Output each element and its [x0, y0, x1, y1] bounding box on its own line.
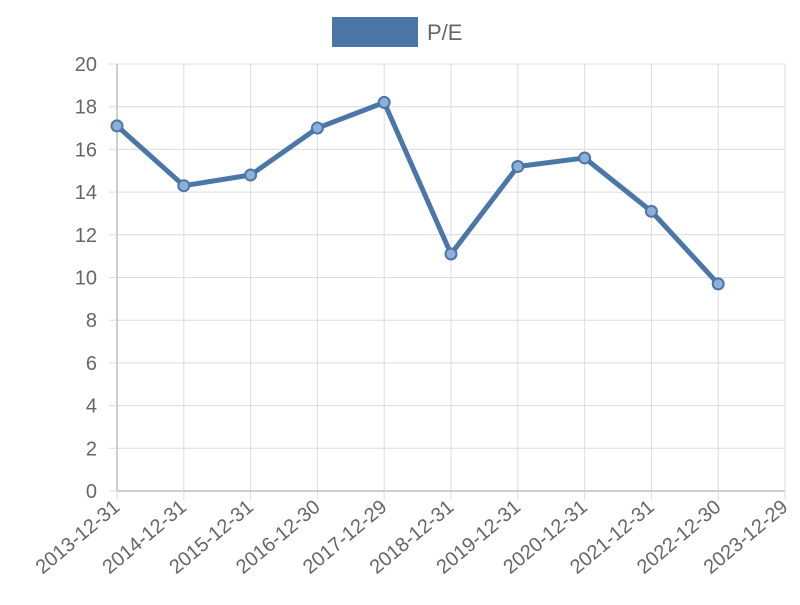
y-tick-label: 10 [75, 268, 97, 290]
series-line-pe [114, 99, 721, 287]
y-tick-label: 6 [86, 353, 97, 375]
y-tick-label: 2 [86, 438, 97, 460]
y-axis-ticks: 0 2 4 6 8 10 12 14 16 18 20 [75, 54, 117, 503]
grid [117, 63, 786, 491]
y-tick-label: 8 [86, 310, 97, 332]
data-point[interactable] [578, 151, 592, 165]
x-axis-ticks: 2013-12-312014-12-312015-12-312016-12-30… [32, 491, 792, 579]
data-point[interactable] [310, 121, 324, 135]
data-point[interactable] [244, 168, 258, 182]
legend-swatch-pe [332, 17, 418, 47]
series-pe [110, 95, 725, 291]
y-tick-label: 16 [75, 139, 97, 161]
data-point[interactable] [444, 247, 458, 261]
y-tick-label: 12 [75, 225, 97, 247]
y-tick-label: 0 [86, 481, 97, 503]
y-tick-label: 14 [75, 182, 97, 204]
data-point[interactable] [110, 119, 124, 133]
y-tick-label: 20 [75, 54, 97, 76]
data-point[interactable] [511, 159, 525, 173]
y-tick-label: 18 [75, 97, 97, 119]
legend[interactable]: P/E [332, 17, 462, 47]
data-point[interactable] [177, 179, 191, 193]
legend-label-pe: P/E [427, 20, 462, 45]
data-point[interactable] [377, 95, 391, 109]
data-point[interactable] [711, 277, 725, 291]
y-tick-label: 4 [86, 396, 97, 418]
data-point[interactable] [644, 204, 658, 218]
